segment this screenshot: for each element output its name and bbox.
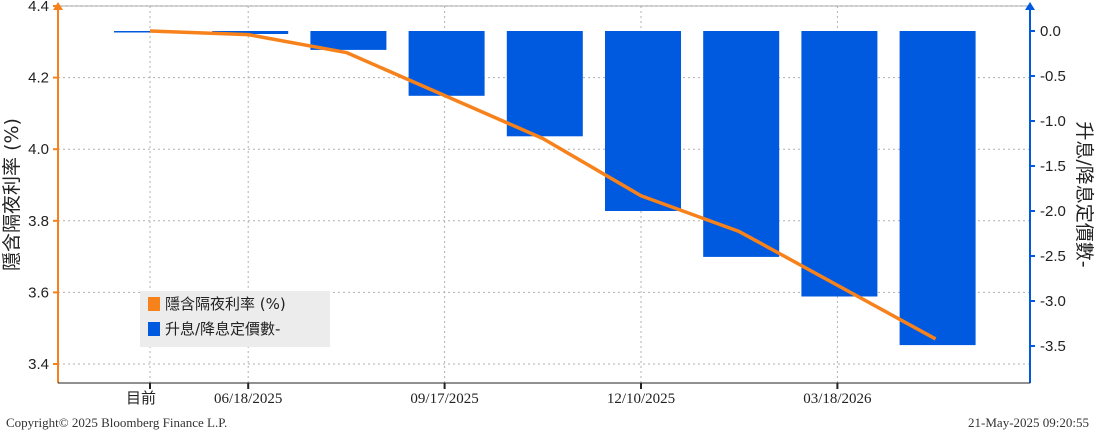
bar — [212, 31, 289, 34]
right-tick-label: -2.5 — [1040, 248, 1066, 265]
left-tick-label: 4.4 — [28, 0, 49, 15]
legend-swatch-line — [148, 297, 160, 311]
left-tick-label: 3.6 — [28, 284, 49, 301]
right-tick-label: -2.0 — [1040, 203, 1066, 220]
axes: 4.4 4.2 4.0 3.8 3.6 3.4 隱含隔夜利率 (%) 0.0 -0.5 -1.0 -… — [1, 0, 1095, 407]
bar — [703, 31, 780, 257]
left-tick-label: 4.0 — [28, 141, 49, 158]
chart: 4.4 4.2 4.0 3.8 3.6 3.4 隱含隔夜利率 (%) 0.0 -0.5 -1.0 -… — [1, 0, 1095, 407]
legend-swatch-bar — [148, 322, 160, 336]
x-tick-label: 03/18/2026 — [803, 391, 872, 407]
bar — [801, 31, 878, 297]
timestamp-text: 21-May-2025 09:20:55 — [968, 415, 1089, 430]
bar — [506, 31, 583, 137]
legend: 隱含隔夜利率 (%) 升息/降息定價數- — [140, 291, 330, 347]
bar — [899, 31, 976, 346]
bar-series — [114, 31, 976, 346]
left-tick-label: 4.2 — [28, 70, 49, 87]
right-tick-label: -3.0 — [1040, 293, 1066, 310]
bar — [605, 31, 681, 211]
copyright-text: Copyright© 2025 Bloomberg Finance L.P. — [6, 415, 228, 430]
line-series — [149, 29, 937, 341]
left-tick-label: 3.8 — [28, 213, 49, 230]
right-axis-arrow — [1025, 2, 1035, 10]
right-tick-label: -0.5 — [1040, 68, 1066, 85]
x-tick-label: 09/17/2025 — [410, 391, 478, 407]
legend-label-bar: 升息/降息定價數- — [165, 320, 280, 338]
x-tick-label: 06/18/2025 — [214, 391, 282, 407]
bar — [310, 31, 387, 50]
x-tick-label: 12/10/2025 — [607, 391, 675, 407]
left-tick-label: 3.4 — [28, 356, 49, 373]
legend-box — [140, 291, 330, 347]
right-tick-label: -1.0 — [1040, 113, 1066, 130]
x-tick-label: 目前 — [126, 390, 156, 407]
right-tick-label: -3.5 — [1040, 338, 1066, 355]
right-tick-label: -1.5 — [1040, 158, 1066, 175]
legend-label-line: 隱含隔夜利率 (%) — [165, 295, 286, 313]
left-axis-label: 隱含隔夜利率 (%) — [1, 118, 23, 271]
right-tick-label: 0.0 — [1040, 23, 1061, 40]
right-axis-label: 升息/降息定價數- — [1073, 121, 1095, 267]
